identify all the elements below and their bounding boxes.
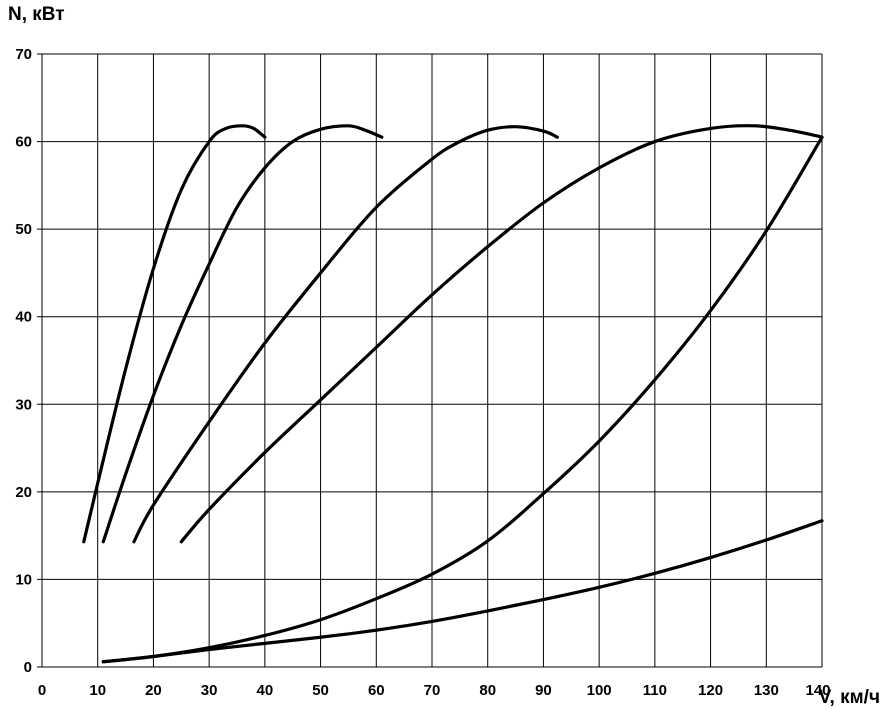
y-tick-label: 60 <box>15 134 32 151</box>
power-curve-2 <box>101 124 384 544</box>
power-curve-4 <box>179 124 824 544</box>
power-curve-6 <box>101 519 824 664</box>
y-axis-title: N, кВт <box>8 4 65 25</box>
y-tick-label: 20 <box>15 484 32 501</box>
x-tick-label: 10 <box>89 682 106 699</box>
y-tick-labels: 0 10 20 30 40 50 60 70 <box>15 46 32 676</box>
y-tick-label: 10 <box>15 571 32 588</box>
x-tick-label: 120 <box>698 682 723 699</box>
x-tick-label: 50 <box>312 682 329 699</box>
x-tick-label: 90 <box>535 682 552 699</box>
x-tick-label: 140 <box>805 682 830 699</box>
x-tick-label: 30 <box>201 682 218 699</box>
y-tick-label: 30 <box>15 396 32 413</box>
x-tick-label: 110 <box>643 682 667 699</box>
power-curves <box>82 124 824 664</box>
power-curve-5 <box>101 135 824 664</box>
y-tick-label: 50 <box>15 221 32 238</box>
power-curve-3 <box>132 125 559 544</box>
x-tick-label: 60 <box>368 682 385 699</box>
y-tick-label: 40 <box>15 309 32 326</box>
x-tick-label: 100 <box>587 682 612 699</box>
y-tick-label: 0 <box>24 659 32 676</box>
x-tick-label: 20 <box>145 682 162 699</box>
x-tick-labels: 0 10 20 30 40 50 60 70 80 90 100 110 120 130 140 <box>38 682 831 699</box>
vertical-gridlines <box>41 54 823 667</box>
x-axis-title: V, км/ч <box>819 687 880 708</box>
power-curve-1 <box>82 124 267 544</box>
x-tick-label: 0 <box>38 682 46 699</box>
horizontal-gridlines <box>37 53 822 668</box>
x-tick-label: 80 <box>479 682 496 699</box>
y-tick-label: 70 <box>15 46 32 63</box>
x-tick-label: 130 <box>754 682 779 699</box>
x-tick-label: 70 <box>424 682 441 699</box>
x-tick-label: 40 <box>257 682 274 699</box>
